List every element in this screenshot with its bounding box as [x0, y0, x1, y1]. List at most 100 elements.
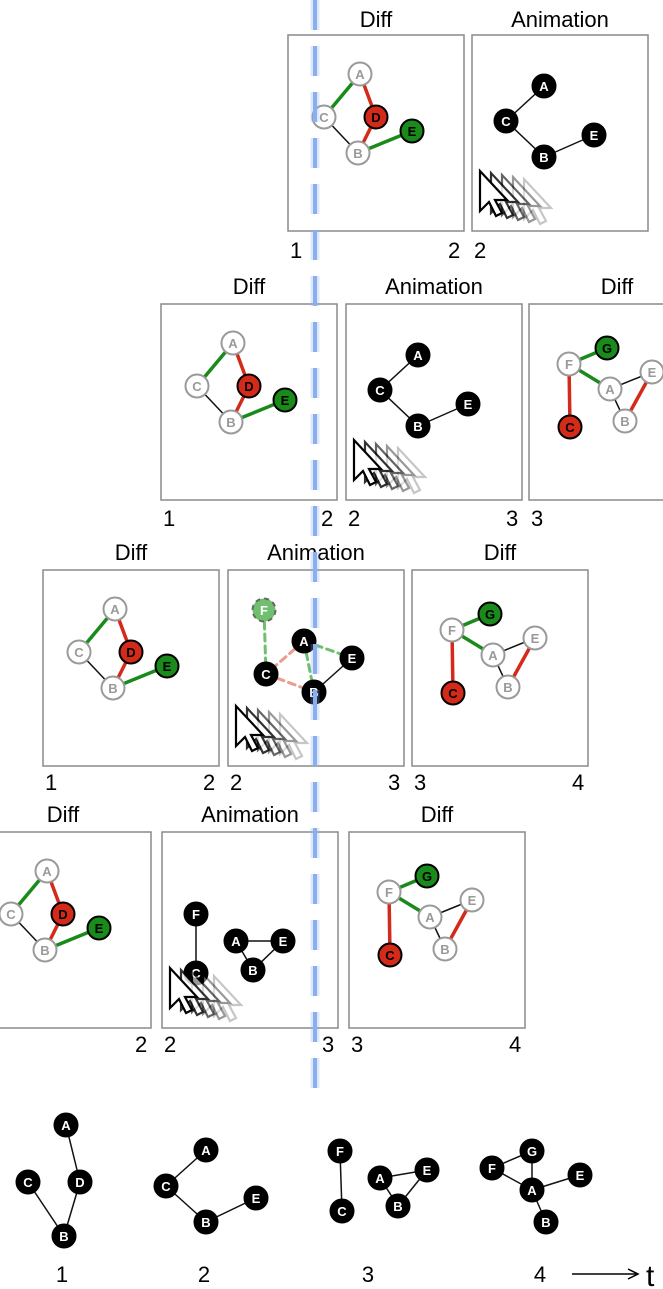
node-circle	[118, 639, 144, 665]
node-B[interactable]: B	[495, 674, 521, 700]
node-B[interactable]: B	[405, 413, 431, 439]
time-axis: t	[572, 1260, 655, 1289]
node-B[interactable]: B	[32, 937, 58, 963]
node-A[interactable]: A	[34, 858, 60, 884]
node-C[interactable]: C	[367, 377, 393, 403]
node-B[interactable]: B	[432, 936, 458, 962]
node-A[interactable]: A	[220, 330, 246, 356]
node-E[interactable]: E	[414, 1157, 440, 1183]
node-B[interactable]: B	[533, 1209, 559, 1235]
node-E[interactable]: E	[399, 118, 425, 144]
node-F[interactable]: F	[479, 1155, 505, 1181]
node-A[interactable]: A	[480, 642, 506, 668]
node-B[interactable]: B	[193, 1209, 219, 1235]
node-C[interactable]: C	[184, 373, 210, 399]
node-D[interactable]: D	[118, 639, 144, 665]
diff-panel[interactable]: Diff G F E A C B 3	[528, 274, 663, 531]
node-E[interactable]: E	[339, 645, 365, 671]
diff-panel[interactable]: Diff A C D E B 1 2	[287, 7, 465, 263]
node-label: A	[375, 1171, 385, 1186]
node-A[interactable]: A	[347, 61, 373, 87]
node-E[interactable]: E	[639, 359, 663, 385]
node-F[interactable]: F	[251, 597, 277, 623]
node-F[interactable]: F	[183, 901, 209, 927]
animation-panel[interactable]: Animation F C A E B 2 3	[161, 802, 339, 1057]
node-B[interactable]: B	[240, 957, 266, 983]
node-C[interactable]: C	[153, 1173, 179, 1199]
node-A[interactable]: A	[102, 596, 128, 622]
node-A[interactable]: A	[193, 1137, 219, 1163]
animation-panel[interactable]: Animation A C B E 2	[471, 7, 649, 263]
node-A[interactable]: A	[531, 73, 557, 99]
node-E[interactable]: E	[154, 653, 180, 679]
node-C[interactable]: C	[557, 414, 583, 440]
node-F[interactable]: F	[327, 1138, 353, 1164]
snapshot-4[interactable]: G F E A B 4	[479, 1138, 593, 1288]
cursor-icon	[267, 709, 299, 759]
node-circle	[15, 1169, 41, 1195]
node-C[interactable]: C	[66, 639, 92, 665]
node-E[interactable]: E	[272, 387, 298, 413]
node-C[interactable]: C	[15, 1169, 41, 1195]
node-E[interactable]: E	[567, 1162, 593, 1188]
node-F[interactable]: F	[376, 879, 402, 905]
node-E[interactable]: E	[86, 915, 112, 941]
snapshot-3[interactable]: F C A E B 3	[327, 1138, 440, 1288]
node-C[interactable]: C	[440, 680, 466, 706]
node-G[interactable]: G	[477, 601, 503, 627]
node-B[interactable]: B	[531, 144, 557, 170]
node-E[interactable]: E	[270, 928, 296, 954]
node-A[interactable]: A	[223, 928, 249, 954]
node-D[interactable]: D	[67, 1169, 93, 1195]
node-C[interactable]: C	[0, 901, 24, 927]
node-A[interactable]: A	[519, 1177, 545, 1203]
diff-panel[interactable]: Diff A C D E B 2	[0, 802, 152, 1057]
node-label: E	[590, 128, 599, 143]
node-A[interactable]: A	[367, 1165, 393, 1191]
snapshot-2[interactable]: A C B E 2	[153, 1137, 269, 1288]
node-A[interactable]: A	[53, 1112, 79, 1138]
node-circle	[270, 928, 296, 954]
node-F[interactable]: F	[556, 351, 582, 377]
node-A[interactable]: A	[597, 376, 623, 402]
node-D[interactable]: D	[363, 104, 389, 130]
node-B[interactable]: B	[218, 409, 244, 435]
node-D[interactable]: D	[50, 901, 76, 927]
animation-panel[interactable]: Animation A C B E 2 3	[345, 274, 523, 531]
node-E[interactable]: E	[243, 1185, 269, 1211]
node-B[interactable]: B	[345, 140, 371, 166]
node-A[interactable]: A	[291, 628, 317, 654]
graph-nodes: A C B E	[153, 1137, 269, 1235]
diff-panel[interactable]: Diff G F E A C B 3 4	[411, 540, 589, 795]
node-B[interactable]: B	[51, 1223, 77, 1249]
node-circle	[367, 1165, 393, 1191]
node-E[interactable]: E	[455, 391, 481, 417]
node-E[interactable]: E	[522, 625, 548, 651]
panel-frame	[160, 303, 338, 501]
node-F[interactable]: F	[439, 617, 465, 643]
diff-panel[interactable]: Diff A C D E B 1 2	[42, 540, 220, 795]
node-B[interactable]: B	[385, 1193, 411, 1219]
node-C[interactable]: C	[253, 661, 279, 687]
node-A[interactable]: A	[405, 342, 431, 368]
node-C[interactable]: C	[377, 942, 403, 968]
node-E[interactable]: E	[459, 887, 485, 913]
node-G[interactable]: G	[519, 1138, 545, 1164]
node-G[interactable]: G	[414, 863, 440, 889]
graph-nodes: A C D B	[15, 1112, 93, 1249]
node-C[interactable]: C	[493, 108, 519, 134]
node-C[interactable]: C	[311, 104, 337, 130]
node-B[interactable]: B	[612, 408, 638, 434]
node-label: A	[605, 382, 615, 397]
node-D[interactable]: D	[236, 373, 262, 399]
node-circle	[240, 957, 266, 983]
node-C[interactable]: C	[329, 1198, 355, 1224]
node-circle	[432, 936, 458, 962]
diff-panel[interactable]: Diff G F E A C B 3 4	[348, 802, 526, 1057]
snapshot-1[interactable]: A C D B 1	[15, 1112, 93, 1288]
node-G[interactable]: G	[594, 335, 620, 361]
node-A[interactable]: A	[417, 904, 443, 930]
diff-panel[interactable]: Diff A C D E B 1 2	[160, 274, 338, 531]
node-E[interactable]: E	[581, 122, 607, 148]
node-B[interactable]: B	[100, 675, 126, 701]
